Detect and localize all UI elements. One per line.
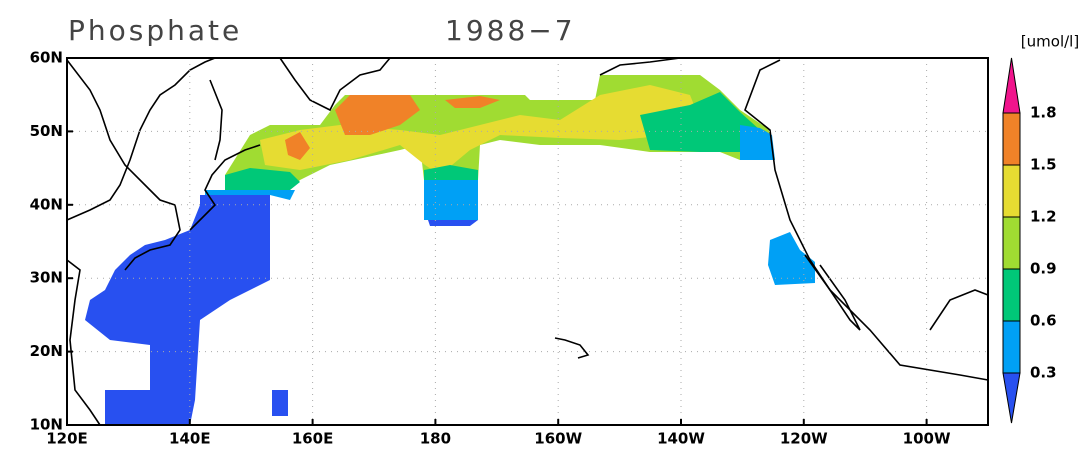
field-region [260,85,700,175]
x-tick-label: 160W [534,430,582,448]
coastline [189,144,261,231]
field-region [768,232,815,285]
colorbar-arrow [1002,372,1021,424]
y-tick-label: 60N [30,49,63,67]
colorbar-label: 1.5 [1030,156,1057,174]
x-tick-label: 100W [903,430,951,448]
coastline [744,59,989,381]
unit-label: [umol/l] [1021,33,1078,51]
coastline [804,254,861,331]
field-region [740,125,775,160]
coastline [554,337,590,359]
x-tick-label: 120E [46,430,88,448]
field-region [445,96,500,108]
y-tick-label: 20N [30,342,63,360]
coastline [66,59,181,271]
field-region [272,390,288,416]
field-region [85,195,270,425]
colorbar-label: 0.9 [1030,260,1057,278]
colorbar-label: 1.2 [1030,208,1057,226]
colorbar: 0.3 0.6 0.9 1.2 1.5 1.8 [1002,57,1057,424]
map-title: Phosphate [68,14,242,47]
field-region [428,220,478,226]
field-region [424,165,478,182]
coastline [209,79,223,161]
coastlines [66,57,989,426]
colorbar-box [1002,320,1021,374]
axes: 120E 140E 160E 180 160W 140W 120W 100W 10N 20N 30N… [30,49,988,448]
y-tick-label: 10N [30,416,63,434]
y-tick-label: 40N [30,195,63,213]
coastline [66,57,216,221]
contour-fields [85,75,815,425]
colorbar-box [1002,164,1021,218]
map-date: 1988−7 [445,14,576,47]
colorbar-box [1002,112,1021,166]
colorbar-label: 0.3 [1030,364,1057,382]
colorbar-arrow [1002,57,1021,114]
colorbar-label: 0.6 [1030,312,1057,330]
coastline [279,57,391,112]
coastline [66,259,101,426]
field-region [640,92,760,152]
x-tick-label: 160E [292,430,334,448]
x-tick-label: 140E [169,430,211,448]
coastline [929,289,989,331]
x-tick-label: 120W [780,430,828,448]
map-frame [66,57,989,426]
field-region [424,180,478,220]
x-tick-label: 140W [657,430,705,448]
colorbar-box [1002,268,1021,322]
x-tick-label: 180 [420,430,451,448]
colorbar-box [1002,216,1021,270]
field-region [285,132,310,160]
field-region [225,168,300,190]
y-tick-label: 30N [30,269,63,287]
coastline [599,57,681,76]
y-tick-label: 50N [30,122,63,140]
field-region [335,95,420,135]
colorbar-label: 1.8 [1030,104,1057,122]
